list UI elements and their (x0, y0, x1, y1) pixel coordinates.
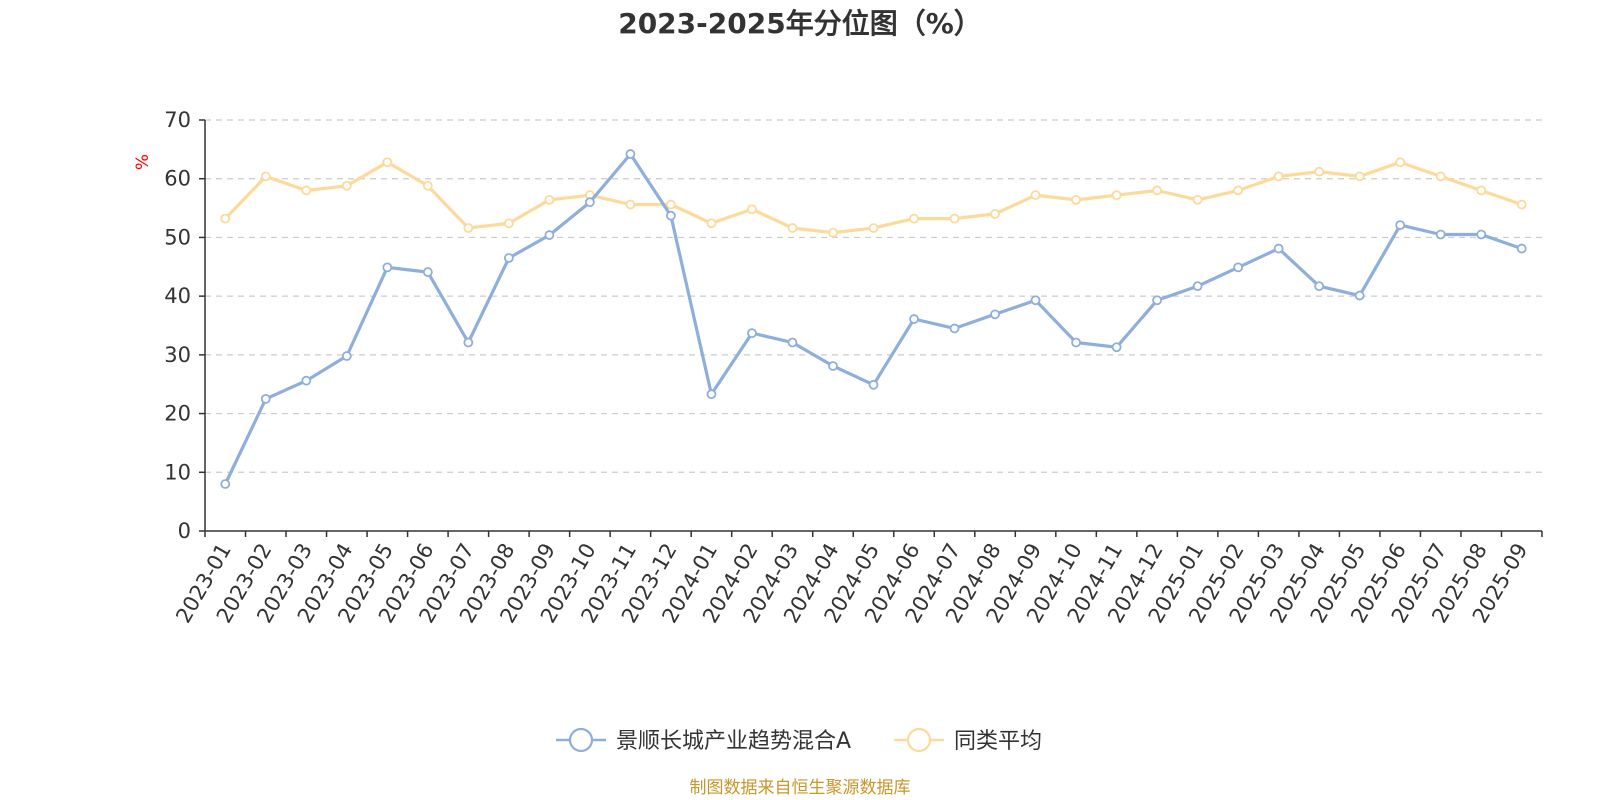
data-point[interactable] (1152, 185, 1163, 196)
data-point[interactable] (1435, 171, 1446, 182)
axes (199, 119, 1543, 537)
data-point[interactable] (1030, 190, 1041, 201)
data-point[interactable] (260, 171, 271, 182)
data-point[interactable] (1233, 185, 1244, 196)
data-point[interactable] (625, 199, 636, 210)
data-point[interactable] (666, 199, 676, 210)
y-tick-label: 30 (164, 343, 191, 367)
data-point[interactable] (544, 230, 555, 240)
data-point[interactable] (1476, 185, 1487, 196)
data-point[interactable] (341, 351, 352, 361)
data-point[interactable] (220, 213, 231, 224)
data-point[interactable] (422, 180, 433, 191)
data-point[interactable] (341, 180, 352, 191)
data-point[interactable] (868, 379, 879, 390)
data-point[interactable] (1192, 194, 1203, 205)
legend-label: 同类平均 (954, 729, 1042, 754)
data-point[interactable] (1192, 281, 1203, 292)
y-tick-label: 0 (178, 519, 191, 543)
y-axis-unit: % (133, 154, 153, 170)
y-tick-label: 50 (164, 225, 191, 249)
data-point[interactable] (1071, 337, 1081, 348)
series-line (223, 152, 1523, 485)
data-point[interactable] (1516, 243, 1527, 254)
data-point[interactable] (422, 267, 433, 277)
data-point[interactable] (301, 185, 312, 196)
data-point[interactable] (625, 149, 636, 159)
data-point[interactable] (949, 323, 960, 334)
y-tick-label: 20 (164, 402, 191, 426)
legend-item[interactable]: 景顺长城产业趋势混合A (556, 727, 851, 754)
data-point[interactable] (949, 213, 960, 224)
data-point[interactable] (463, 337, 474, 348)
data-point[interactable] (666, 210, 676, 221)
data-point[interactable] (301, 375, 312, 386)
series-lines (220, 149, 1527, 489)
data-point[interactable] (1071, 194, 1081, 205)
data-point[interactable] (828, 227, 838, 238)
data-point[interactable] (1435, 229, 1446, 240)
data-point[interactable] (1314, 281, 1325, 292)
data-point[interactable] (584, 197, 595, 208)
x-tick-labels: 2023-012023-022023-032023-042023-052023-… (171, 539, 1532, 627)
data-point[interactable] (1395, 157, 1406, 168)
data-point[interactable] (1111, 190, 1122, 201)
data-point[interactable] (1233, 262, 1244, 273)
data-point[interactable] (706, 218, 717, 229)
series-line (224, 160, 1523, 235)
data-point[interactable] (787, 223, 798, 233)
data-source-note: 制图数据来自恒生聚源数据库 (690, 778, 911, 798)
data-point[interactable] (1111, 342, 1122, 353)
data-point[interactable] (1030, 295, 1041, 306)
data-point[interactable] (1354, 290, 1365, 301)
data-point[interactable] (828, 361, 838, 371)
legend-circle-marker (568, 727, 594, 753)
data-point[interactable] (787, 337, 798, 348)
data-point[interactable] (503, 218, 514, 229)
chart-title: 2023-2025年分位图（%） (618, 7, 982, 40)
data-point[interactable] (747, 328, 757, 339)
data-point[interactable] (382, 262, 393, 273)
y-tick-label: 60 (164, 167, 191, 191)
grid-lines (205, 119, 1542, 473)
data-point[interactable] (503, 253, 514, 263)
data-point[interactable] (1516, 199, 1527, 210)
data-point[interactable] (747, 204, 757, 215)
legend[interactable]: 景顺长城产业趋势混合A 同类平均 (556, 727, 1042, 754)
data-point[interactable] (868, 223, 879, 233)
data-point[interactable] (382, 157, 393, 168)
data-point[interactable] (1354, 171, 1365, 182)
data-point[interactable] (909, 213, 919, 224)
legend-item[interactable]: 同类平均 (894, 727, 1042, 754)
data-point[interactable] (1273, 171, 1284, 182)
data-point[interactable] (1152, 295, 1163, 306)
legend-circle-marker (906, 727, 932, 753)
data-point[interactable] (1314, 166, 1325, 177)
y-tick-label: 70 (164, 108, 191, 132)
data-point[interactable] (990, 309, 1000, 320)
data-point[interactable] (909, 314, 919, 324)
y-tick-label: 40 (164, 284, 191, 308)
y-tick-labels: 0 10 20 30 40 50 60 70 (164, 108, 191, 543)
data-point[interactable] (463, 223, 474, 233)
data-point[interactable] (260, 393, 271, 404)
data-point[interactable] (990, 209, 1000, 219)
data-point[interactable] (706, 389, 717, 400)
data-point[interactable] (544, 194, 555, 205)
legend-label: 景顺长城产业趋势混合A (616, 729, 851, 754)
data-point[interactable] (1273, 243, 1284, 254)
y-tick-label: 10 (164, 460, 191, 484)
data-point[interactable] (1476, 229, 1487, 240)
data-point[interactable] (1395, 220, 1406, 230)
data-point[interactable] (220, 479, 231, 489)
